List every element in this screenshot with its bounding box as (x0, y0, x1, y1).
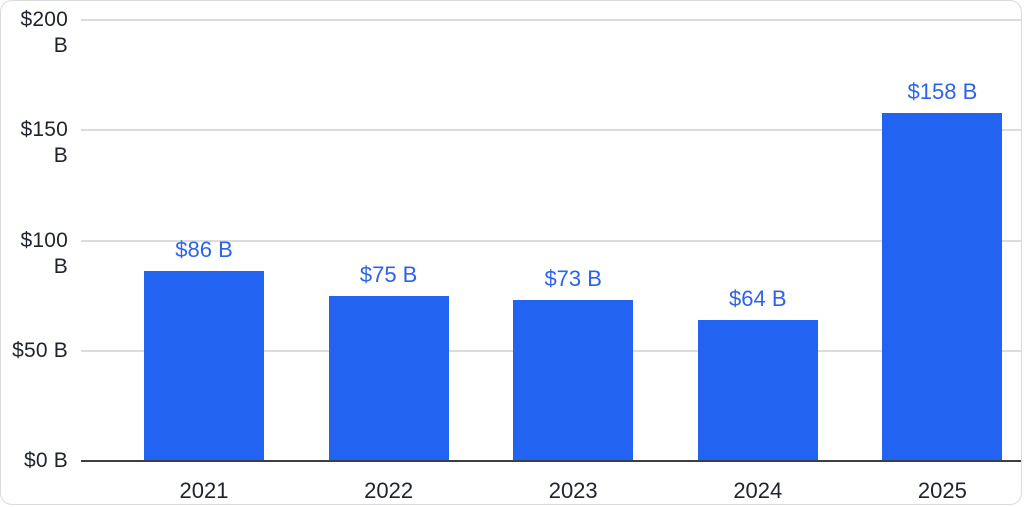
x-axis-label: 2022 (364, 478, 414, 503)
y-axis-tick-label: $150 B (20, 118, 68, 168)
y-axis-tick-label: $50 B (12, 338, 68, 362)
bar-2021 (144, 271, 264, 460)
gridline (81, 239, 1021, 242)
bar-2023 (513, 300, 634, 460)
bar-2024 (697, 319, 818, 460)
y-axis-tick-label: $100 B (20, 228, 68, 278)
bar-2022 (328, 295, 449, 460)
y-axis-tick-label: $200 B (20, 8, 68, 57)
x-axis-label: 2024 (733, 478, 783, 503)
y-axis-tick-label: $0 B (24, 449, 68, 472)
bar-value-label: $86 B (175, 237, 233, 263)
x-axis-line (81, 460, 1021, 462)
gridline (81, 129, 1021, 132)
bar-value-label: $158 B (907, 78, 978, 104)
x-axis-label: 2023 (548, 478, 598, 503)
bar-2025 (882, 112, 1003, 460)
x-axis-label: 2021 (179, 478, 229, 503)
bar-value-label: $75 B (359, 261, 418, 287)
bar-value-label: $64 B (729, 285, 787, 311)
x-axis-label: 2025 (917, 478, 967, 503)
bar-value-label: $73 B (544, 266, 602, 292)
gridline (81, 19, 1021, 21)
